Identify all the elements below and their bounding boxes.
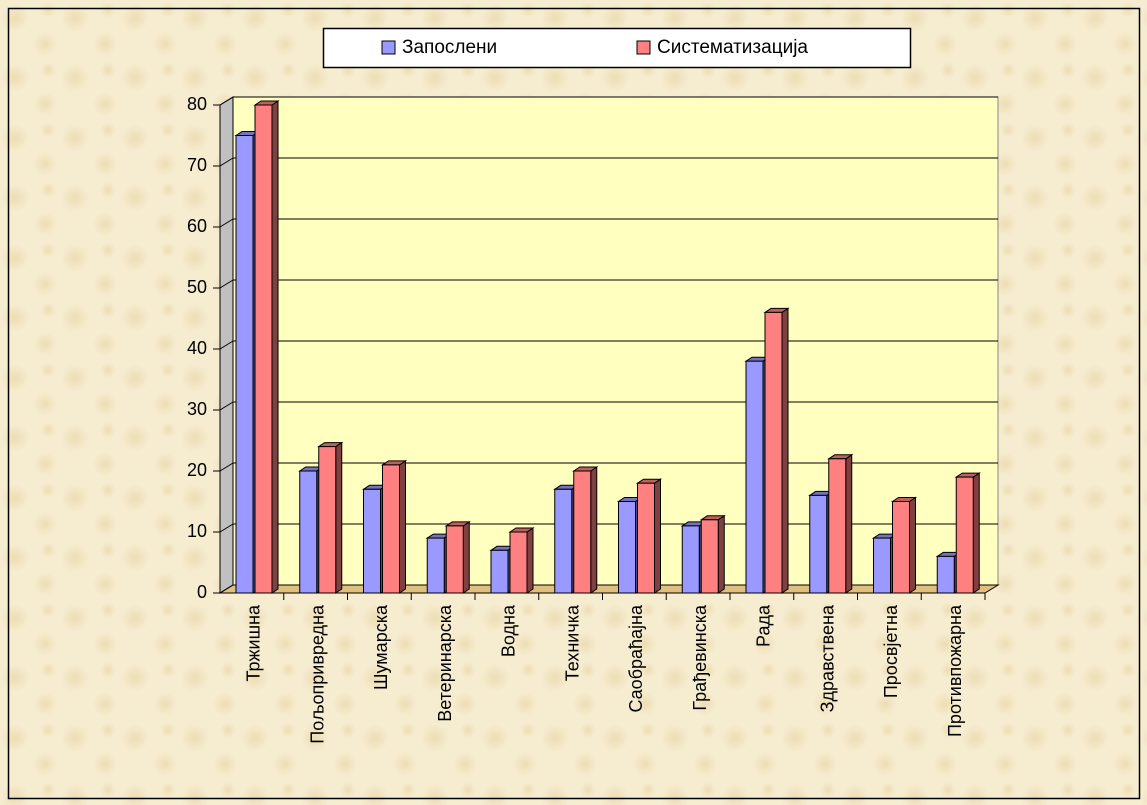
x-tick-label: Водна: [499, 604, 519, 657]
grid-diag: [219, 279, 234, 289]
bar: [745, 360, 764, 594]
bar: [445, 525, 464, 594]
bar-side: [845, 453, 853, 594]
grid-diag: [219, 584, 234, 594]
bar: [490, 549, 509, 594]
x-tick-label: Шумарска: [371, 604, 391, 690]
bar: [426, 537, 445, 594]
bar-side: [462, 520, 470, 594]
bar-side: [271, 100, 279, 594]
chart-frame: [7, 7, 1141, 800]
y-tick-label: 0: [197, 582, 207, 602]
bar-side: [909, 496, 916, 594]
bar: [764, 311, 783, 594]
y-tick-label: 60: [187, 216, 207, 236]
x-tick-label: Саобраћајна: [626, 604, 646, 713]
y-tick-label: 70: [187, 155, 207, 175]
x-tick-label: Техничка: [562, 604, 582, 681]
bar: [299, 470, 318, 594]
y-tick-label: 10: [187, 521, 207, 541]
bar: [363, 488, 381, 594]
bar: [618, 501, 636, 594]
y-tick-label: 30: [187, 399, 207, 419]
bar-side: [781, 307, 789, 594]
bar: [573, 470, 592, 594]
bar: [235, 135, 254, 594]
bar: [955, 476, 974, 594]
bar-side: [590, 466, 598, 594]
legend-swatch: [381, 40, 396, 55]
legend-swatch: [636, 40, 651, 55]
y-tick-label: 20: [187, 460, 207, 480]
bar: [828, 458, 847, 594]
bar-side: [972, 472, 980, 594]
bar: [637, 482, 655, 594]
grid-diag: [219, 462, 234, 472]
grid-diag: [219, 401, 234, 411]
x-tick-label: Пољопривредна: [307, 604, 327, 744]
legend-label: Систематизација: [657, 37, 808, 58]
x-tick-label: Ветеринарска: [435, 604, 455, 722]
bar-side: [399, 459, 406, 594]
x-tick-label: Просвјетна: [881, 604, 901, 698]
x-tick-label: Рада: [754, 604, 774, 647]
bar: [809, 494, 828, 594]
x-tick-label: Здравствена: [817, 604, 837, 712]
grid-diag: [219, 218, 234, 228]
bar: [254, 104, 273, 594]
grid-diag: [219, 157, 234, 167]
bar: [318, 446, 337, 594]
grid-diag: [219, 523, 234, 533]
bar-side: [335, 441, 343, 594]
bar: [700, 519, 719, 594]
bar: [936, 555, 955, 594]
bar: [681, 525, 700, 594]
bar: [509, 531, 528, 594]
bar-side: [717, 514, 725, 594]
bar: [873, 537, 891, 594]
bar-side: [654, 478, 661, 594]
x-tick-label: Противпожарна: [945, 604, 965, 737]
x-tick-label: Тржишна: [244, 604, 264, 681]
y-tick-label: 50: [187, 277, 207, 297]
y-tick-label: 80: [187, 94, 207, 114]
grid-diag: [219, 96, 234, 106]
legend-box: [322, 27, 912, 69]
bar-side: [526, 527, 534, 594]
x-tick-label: Грађевинска: [690, 604, 710, 711]
bar: [554, 488, 573, 594]
bar: [892, 501, 910, 594]
bar: [382, 464, 400, 594]
grid-diag: [219, 340, 234, 350]
y-tick-label: 40: [187, 338, 207, 358]
legend-label: Запослени: [402, 37, 497, 58]
